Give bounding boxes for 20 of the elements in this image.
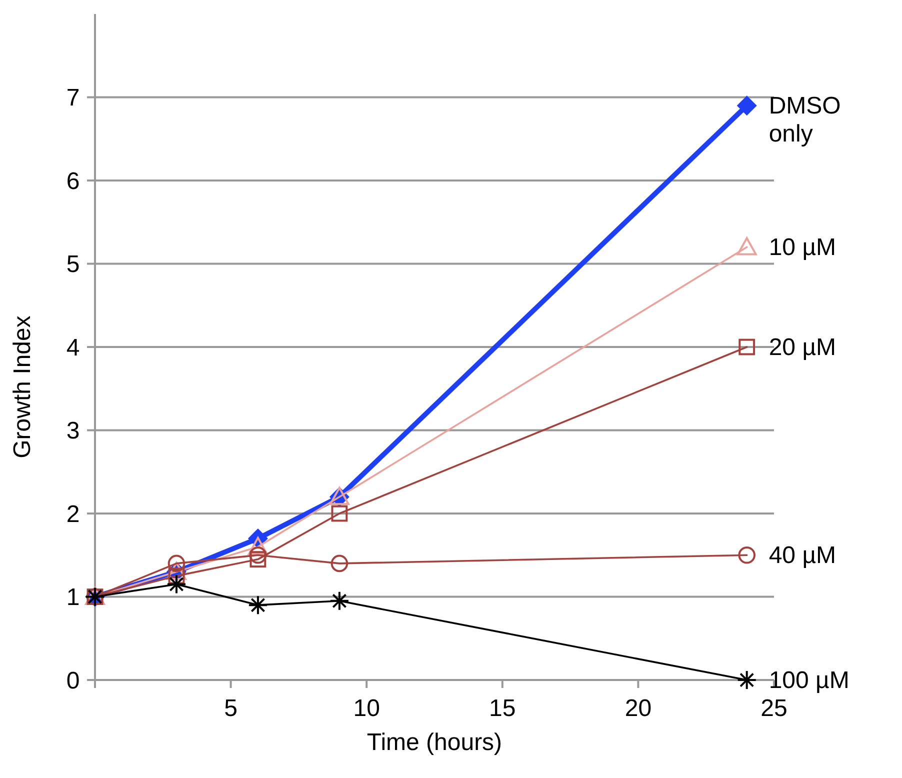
y-tick-label: 1 bbox=[66, 584, 80, 612]
y-tick-label: 3 bbox=[66, 418, 80, 445]
x-tick-label: 10 bbox=[353, 695, 380, 722]
y-tick-label: 0 bbox=[66, 667, 80, 694]
series-label: 40 µM bbox=[768, 542, 836, 570]
x-tick-label: 25 bbox=[760, 695, 788, 722]
x-axis-title: Time (hours) bbox=[366, 729, 502, 756]
y-tick-label: 5 bbox=[66, 251, 80, 278]
series-label: DMSO only bbox=[768, 92, 841, 148]
series-label: 10 µM bbox=[768, 234, 836, 262]
x-tick-label: 5 bbox=[224, 695, 238, 722]
y-axis-title: Growth Index bbox=[9, 316, 36, 458]
series-label: 100 µM bbox=[768, 667, 850, 694]
x-tick-label: 15 bbox=[489, 695, 516, 722]
y-tick-label: 6 bbox=[66, 168, 80, 195]
y-tick-label: 7 bbox=[66, 84, 80, 112]
y-tick-label: 4 bbox=[66, 334, 80, 362]
x-tick-label: 20 bbox=[624, 695, 652, 722]
y-tick-label: 2 bbox=[66, 500, 80, 528]
series-label: 20 µM bbox=[768, 334, 836, 361]
